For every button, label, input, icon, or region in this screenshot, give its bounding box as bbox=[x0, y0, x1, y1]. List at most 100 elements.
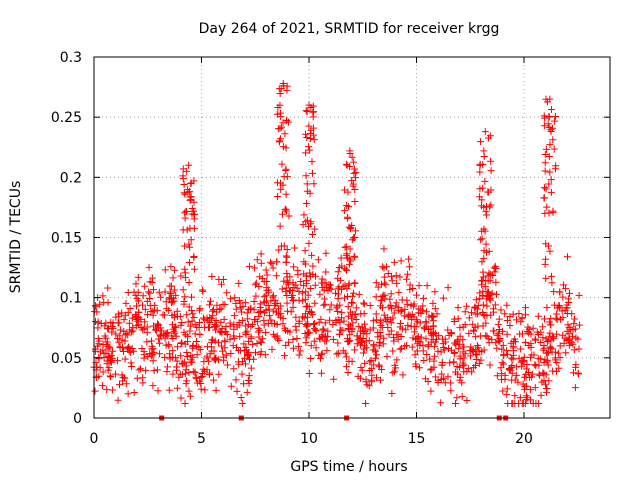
data-point bbox=[434, 379, 442, 387]
data-point bbox=[396, 345, 404, 353]
data-point bbox=[316, 334, 324, 342]
data-point bbox=[283, 269, 291, 277]
data-point bbox=[477, 332, 485, 340]
data-point bbox=[470, 327, 478, 335]
data-point bbox=[544, 120, 552, 128]
data-point bbox=[546, 343, 554, 351]
data-point bbox=[317, 369, 325, 377]
data-point bbox=[366, 358, 374, 366]
data-point bbox=[251, 349, 259, 357]
data-point bbox=[272, 300, 280, 308]
data-point bbox=[495, 315, 503, 323]
data-point bbox=[387, 290, 395, 298]
data-point bbox=[472, 350, 480, 358]
data-point bbox=[390, 309, 398, 317]
data-point bbox=[196, 331, 204, 339]
data-point bbox=[196, 304, 204, 312]
data-point bbox=[346, 225, 354, 233]
data-point bbox=[312, 344, 320, 352]
data-point bbox=[496, 334, 504, 342]
data-point bbox=[135, 366, 143, 374]
data-point bbox=[349, 182, 357, 190]
data-point bbox=[256, 273, 264, 281]
data-point bbox=[174, 343, 182, 351]
data-point bbox=[302, 320, 310, 328]
data-point bbox=[282, 190, 290, 198]
data-point bbox=[283, 277, 291, 285]
data-point bbox=[542, 380, 550, 388]
data-point bbox=[420, 357, 428, 365]
data-point bbox=[500, 352, 508, 360]
data-point bbox=[245, 379, 253, 387]
data-point bbox=[306, 272, 314, 280]
data-point bbox=[350, 252, 358, 260]
data-point bbox=[229, 342, 237, 350]
data-point bbox=[421, 325, 429, 333]
data-point bbox=[388, 272, 396, 280]
data-point bbox=[454, 315, 462, 323]
data-point bbox=[543, 304, 551, 312]
data-point bbox=[397, 344, 405, 352]
data-point bbox=[411, 328, 419, 336]
data-point bbox=[481, 128, 489, 136]
data-point bbox=[566, 289, 574, 297]
data-point bbox=[276, 89, 284, 97]
data-point bbox=[476, 236, 484, 244]
data-point bbox=[278, 160, 286, 168]
data-point bbox=[351, 279, 359, 287]
data-point bbox=[516, 394, 524, 402]
data-point bbox=[238, 370, 246, 378]
data-point bbox=[300, 211, 308, 219]
data-point bbox=[188, 358, 196, 366]
data-point bbox=[182, 167, 190, 175]
data-point bbox=[444, 284, 452, 292]
data-point bbox=[171, 266, 179, 274]
data-point bbox=[422, 335, 430, 343]
data-point bbox=[326, 281, 334, 289]
data-point bbox=[541, 356, 549, 364]
data-point bbox=[190, 224, 198, 232]
data-point bbox=[204, 324, 212, 332]
y-tick-label: 0.3 bbox=[60, 50, 82, 66]
data-point bbox=[566, 339, 574, 347]
data-point bbox=[398, 296, 406, 304]
data-point bbox=[117, 326, 125, 334]
data-point bbox=[498, 370, 506, 378]
data-point bbox=[503, 385, 511, 393]
data-point bbox=[244, 306, 252, 314]
data-point bbox=[438, 361, 446, 369]
data-point bbox=[166, 355, 174, 363]
data-point bbox=[273, 308, 281, 316]
data-point bbox=[277, 84, 285, 92]
data-point bbox=[154, 320, 162, 328]
data-point bbox=[242, 330, 250, 338]
data-point bbox=[479, 311, 487, 319]
data-point bbox=[142, 366, 150, 374]
data-point bbox=[316, 354, 324, 362]
data-point bbox=[136, 365, 144, 373]
data-point bbox=[532, 336, 540, 344]
data-point bbox=[404, 321, 412, 329]
data-point bbox=[252, 292, 260, 300]
data-point bbox=[348, 153, 356, 161]
data-point bbox=[375, 362, 383, 370]
data-point bbox=[322, 268, 330, 276]
data-point bbox=[221, 337, 229, 345]
data-point bbox=[465, 314, 473, 322]
data-point bbox=[531, 384, 539, 392]
data-point bbox=[181, 265, 189, 273]
data-point bbox=[476, 168, 484, 176]
data-point bbox=[268, 320, 276, 328]
data-point bbox=[217, 305, 225, 313]
data-point bbox=[231, 294, 239, 302]
data-point bbox=[372, 310, 380, 318]
data-point bbox=[306, 146, 314, 154]
data-point bbox=[394, 331, 402, 339]
data-point bbox=[498, 327, 506, 335]
data-point bbox=[329, 335, 337, 343]
data-point bbox=[537, 338, 545, 346]
data-point bbox=[472, 333, 480, 341]
data-point bbox=[169, 370, 177, 378]
data-point bbox=[118, 309, 126, 317]
data-point bbox=[379, 292, 387, 300]
